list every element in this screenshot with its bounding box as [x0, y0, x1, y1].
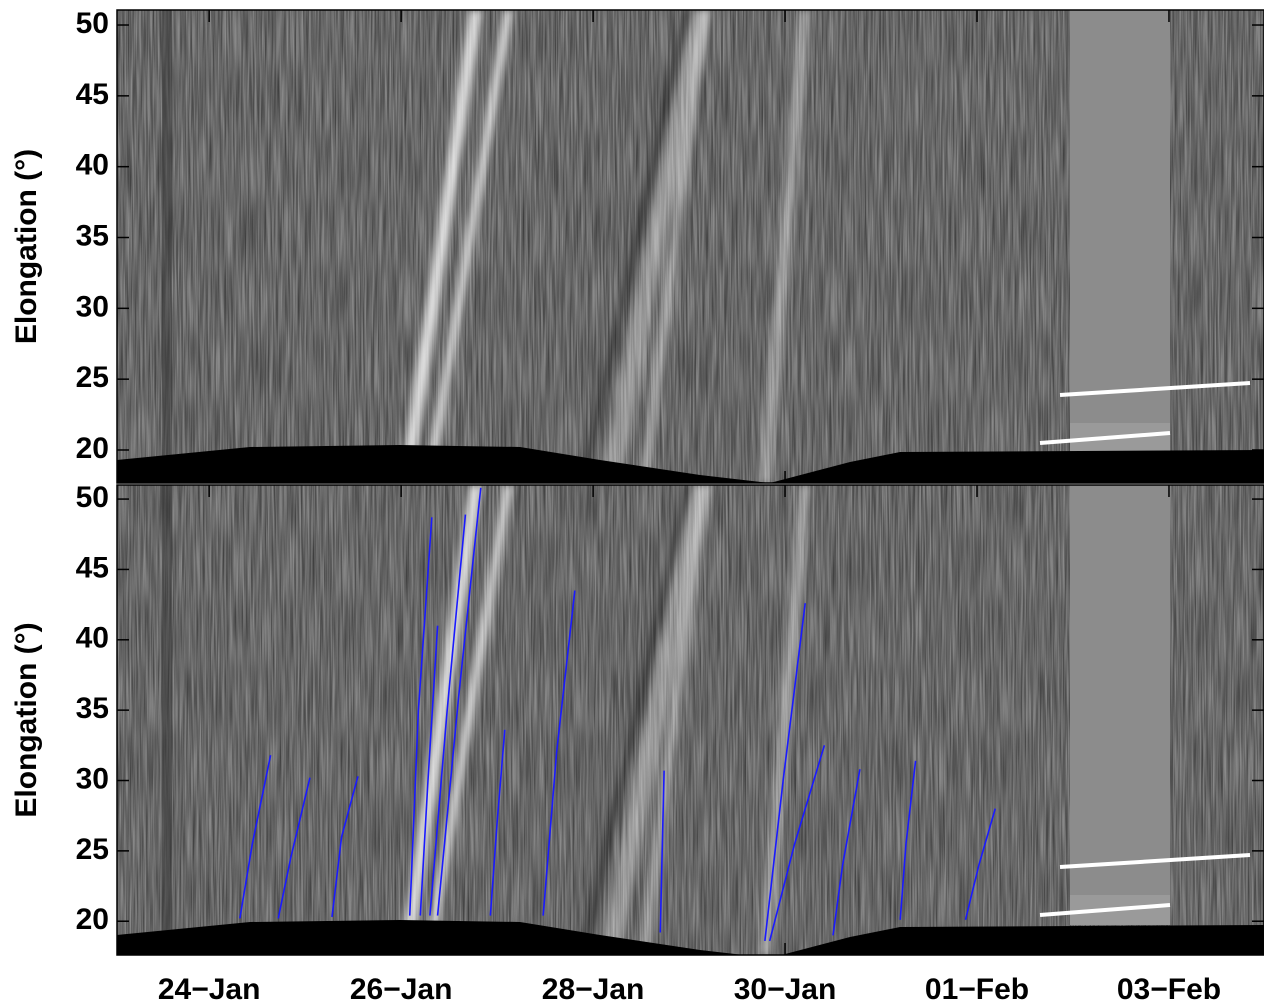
y-tick-label: 25	[76, 361, 109, 394]
y-tick-label: 25	[76, 833, 109, 866]
axes-frame	[116, 484, 1264, 956]
track	[659, 770, 665, 933]
data-gap	[1070, 485, 1170, 895]
x-tick-label: 28−Jan	[542, 973, 645, 1006]
bright-streak	[760, 10, 810, 483]
artifact	[1059, 381, 1251, 397]
track	[542, 590, 576, 916]
y-tick-label: 40	[76, 622, 109, 655]
y-tick-label: 50	[76, 481, 109, 514]
bright-streak	[425, 485, 512, 955]
artifact	[1039, 903, 1171, 917]
axes-frame	[116, 9, 1264, 484]
bright-streak	[425, 10, 512, 483]
x-tick-label: 26−Jan	[350, 973, 453, 1006]
y-tick-label: 35	[76, 692, 109, 725]
track	[899, 760, 917, 920]
track	[489, 729, 506, 916]
y-tick-label: 40	[76, 149, 109, 182]
x-tick-label: 01−Feb	[925, 973, 1029, 1006]
y-tick-label: 30	[76, 290, 109, 323]
y-tick-label: 20	[76, 903, 109, 936]
data-gap	[1070, 10, 1170, 423]
x-tick-label: 03−Feb	[1117, 973, 1221, 1006]
bright-streak	[640, 10, 708, 483]
bright-streak	[760, 485, 810, 955]
track	[832, 769, 861, 936]
dark-streak	[580, 485, 690, 955]
track	[277, 777, 311, 919]
track	[436, 487, 482, 916]
y-tick-label: 45	[76, 78, 109, 111]
track	[331, 776, 359, 918]
x-tick-label: 30−Jan	[734, 973, 837, 1006]
artifact	[1039, 431, 1171, 445]
track	[429, 514, 467, 916]
plot-area	[117, 485, 1264, 955]
track	[768, 745, 826, 942]
y-axis-label: Elongation (°)	[10, 149, 43, 344]
y-tick-label: 50	[76, 7, 109, 40]
bright-streak	[640, 485, 708, 955]
plot-area	[117, 10, 1264, 483]
track	[408, 517, 433, 916]
y-axis-label: Elongation (°)	[10, 622, 43, 817]
dark-streak	[580, 10, 690, 483]
dark-column	[162, 10, 172, 483]
bright-streak	[600, 10, 710, 483]
bright-streak	[400, 485, 482, 955]
y-tick-label: 45	[76, 551, 109, 584]
track	[964, 808, 997, 921]
y-tick-label: 35	[76, 219, 109, 252]
y-tick-label: 20	[76, 432, 109, 465]
track	[239, 755, 272, 919]
x-tick-label: 24−Jan	[158, 973, 261, 1006]
bright-streak	[400, 10, 482, 483]
y-tick-label: 30	[76, 762, 109, 795]
artifact	[1059, 853, 1251, 869]
track	[419, 625, 439, 916]
bright-streak	[600, 485, 710, 955]
track	[764, 603, 806, 942]
dark-column	[162, 485, 172, 955]
